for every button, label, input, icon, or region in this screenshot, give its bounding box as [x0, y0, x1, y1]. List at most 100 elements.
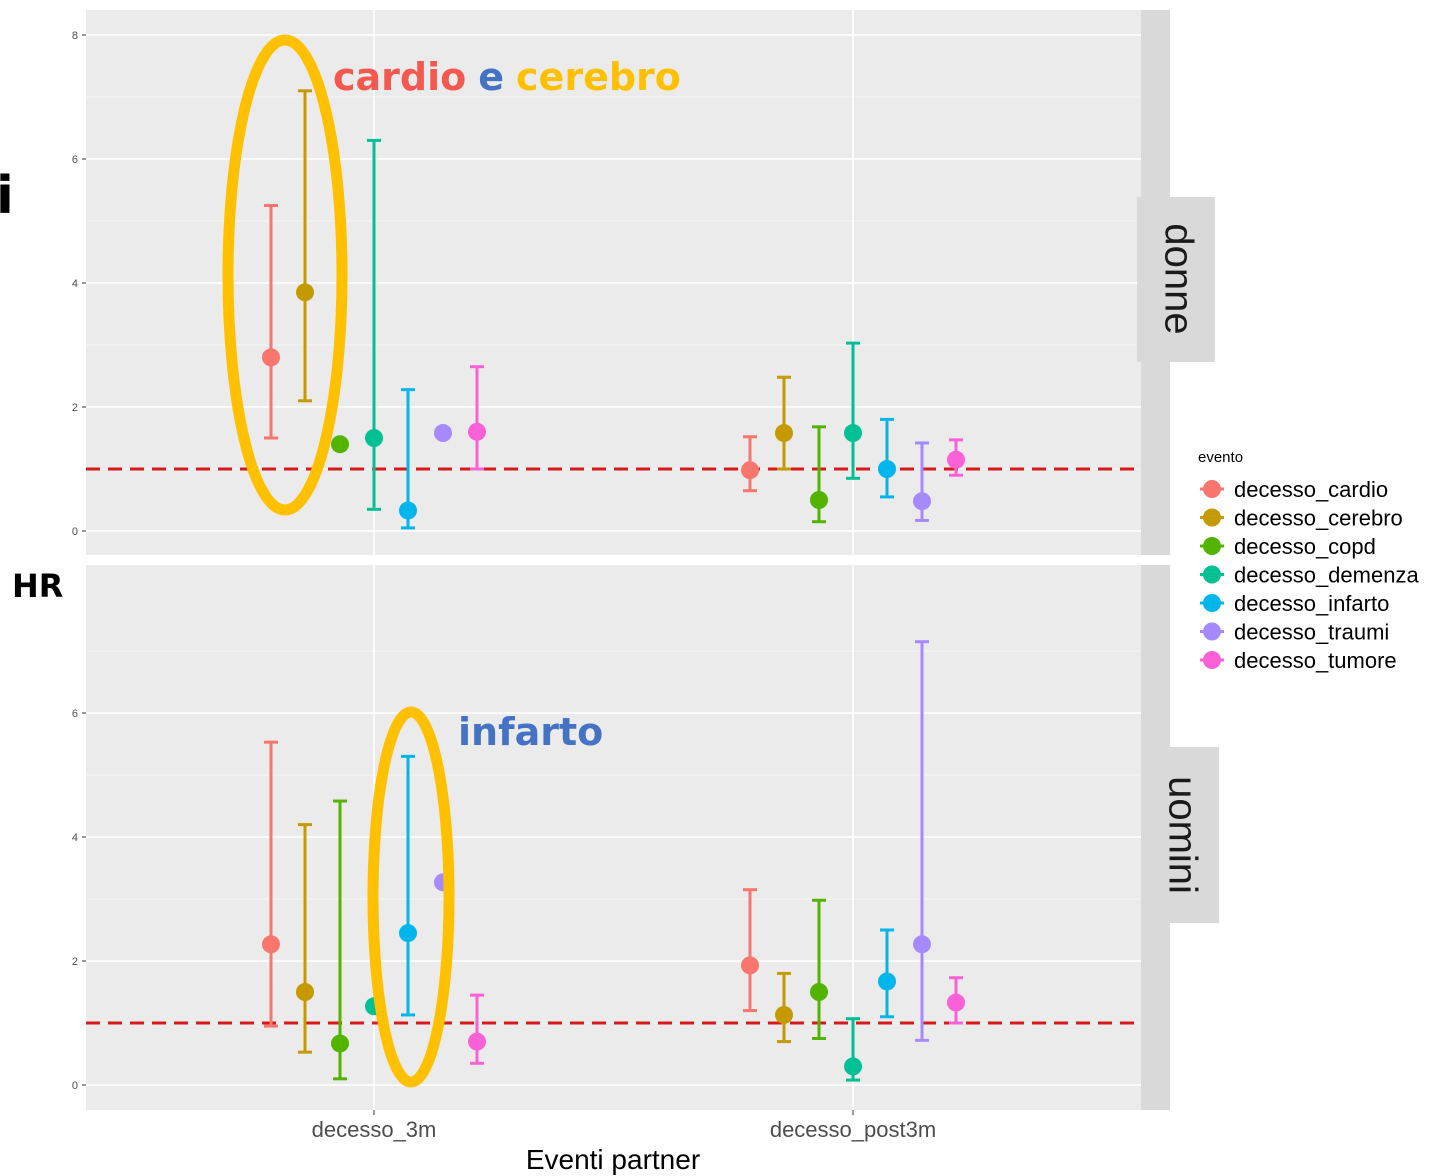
- y-tick-label: 4: [72, 278, 78, 290]
- point-marker: [775, 424, 793, 443]
- annotation-infarto: infarto: [458, 710, 603, 754]
- point-decesso_copd-decesso_post3m: [810, 898, 828, 1040]
- point-decesso_cerebro-decesso_post3m: [775, 971, 793, 1044]
- x-axis: decesso_3m decesso_post3m Eventi partner: [312, 1110, 936, 1175]
- legend-item-decesso_cardio: decesso_cardio: [1200, 477, 1388, 502]
- point-marker: [947, 450, 965, 469]
- hr-label: HR: [12, 567, 63, 605]
- legend-label: decesso_tumore: [1234, 648, 1397, 673]
- point-marker: [331, 435, 349, 454]
- y-tick-label: 2: [72, 956, 78, 968]
- legend: evento decesso_cardio decesso_cerebrodeces…: [1198, 449, 1419, 673]
- point-marker: [913, 492, 931, 511]
- point-marker: [468, 1032, 486, 1051]
- point-marker: [296, 983, 314, 1001]
- point-marker: [434, 424, 452, 443]
- point-decesso_cardio-decesso_3m: [262, 740, 280, 1028]
- point-decesso_copd-decesso_post3m: [810, 425, 828, 524]
- point-decesso_demenza-decesso_3m: [365, 138, 383, 511]
- y-tick-label: 6: [72, 154, 78, 166]
- point-decesso_traumi-decesso_post3m: [913, 441, 931, 522]
- legend-label: decesso_traumi: [1234, 620, 1389, 645]
- point-marker: [741, 461, 759, 480]
- point-marker: [399, 501, 417, 520]
- point-decesso_cerebro-decesso_3m: [296, 89, 314, 403]
- point-decesso_cerebro-decesso_3m: [296, 823, 314, 1054]
- point-marker: [365, 429, 383, 447]
- point-decesso_cardio-decesso_post3m: [741, 888, 759, 1013]
- point-decesso_traumi-decesso_post3m: [913, 640, 931, 1042]
- y-tick-label: 6: [72, 708, 78, 720]
- point-marker: [399, 924, 417, 943]
- legend-key-dot: [1203, 622, 1221, 641]
- point-marker: [810, 491, 828, 509]
- x-tick-label: decesso_3m: [312, 1117, 437, 1142]
- legend-item-decesso_demenza: decesso_demenza: [1200, 563, 1419, 588]
- legend-label: decesso_copd: [1234, 534, 1376, 559]
- y-tick-label: 4: [72, 832, 78, 844]
- legend-title: evento: [1198, 449, 1243, 466]
- point-marker: [913, 935, 931, 954]
- point-decesso_infarto-decesso_post3m: [878, 417, 896, 499]
- legend-item-decesso_infarto: decesso_infarto: [1200, 591, 1389, 616]
- x-tick-label: decesso_post3m: [770, 1117, 936, 1142]
- legend-key-dot: [1203, 508, 1221, 527]
- annotation-word-e: e: [478, 55, 504, 99]
- y-tick-label: 0: [72, 526, 78, 538]
- legend-label: decesso_cardio: [1234, 477, 1388, 502]
- legend-item-decesso_copd: decesso_copd: [1200, 534, 1376, 559]
- point-decesso_infarto-decesso_post3m: [878, 928, 896, 1019]
- point-marker: [741, 956, 759, 975]
- legend-key-dot: [1203, 537, 1221, 555]
- facet-strip-label: donne: [1156, 223, 1200, 334]
- point-marker: [878, 460, 896, 478]
- label-backdrop: [0, 555, 86, 620]
- point-marker: [262, 348, 280, 367]
- point-decesso_copd-decesso_3m: [331, 435, 349, 454]
- legend-label: decesso_infarto: [1234, 591, 1389, 616]
- annotation-cardio-e-cerebro: cardio e cerebro: [333, 55, 681, 99]
- point-decesso_demenza-decesso_post3m: [844, 341, 862, 480]
- y-tick-label: 2: [72, 402, 78, 414]
- point-marker: [296, 283, 314, 302]
- point-decesso_tumore-decesso_post3m: [947, 438, 965, 477]
- point-decesso_cardio-decesso_3m: [262, 204, 280, 440]
- legend-item-decesso_cerebro: decesso_cerebro: [1200, 506, 1403, 531]
- point-marker: [844, 1057, 862, 1076]
- point-marker: [331, 1034, 349, 1053]
- panel-uomini: 0 2 4 6 uomini: [72, 565, 1219, 1110]
- panel-donne: 0 2 4 6 8 donne: [72, 10, 1215, 555]
- highlight-ellipse-infarto: [367, 706, 455, 1088]
- point-decesso_cerebro-decesso_post3m: [775, 375, 793, 471]
- point-decesso_tumore-decesso_post3m: [947, 976, 965, 1025]
- point-marker: [468, 422, 486, 441]
- legend-item-decesso_tumore: decesso_tumore: [1200, 648, 1397, 673]
- x-axis-title: Eventi partner: [526, 1144, 700, 1175]
- point-marker: [262, 935, 280, 954]
- legend-label: decesso_demenza: [1234, 563, 1419, 588]
- legend-item-decesso_traumi: decesso_traumi: [1200, 620, 1389, 645]
- point-decesso_infarto-decesso_3m: [399, 754, 417, 1017]
- point-marker: [947, 993, 965, 1012]
- edge-text-fragment: i: [0, 166, 14, 226]
- legend-key-dot: [1203, 480, 1221, 498]
- y-tick-label: 0: [72, 1080, 78, 1092]
- point-marker: [844, 424, 862, 443]
- point-marker: [810, 983, 828, 1001]
- facet-strip-box: [1137, 197, 1215, 362]
- point-marker: [878, 972, 896, 991]
- point-decesso_tumore-decesso_3m: [468, 365, 486, 471]
- point-decesso_tumore-decesso_3m: [468, 993, 486, 1065]
- point-marker: [775, 1005, 793, 1024]
- y-tick-label: 8: [72, 30, 78, 42]
- point-decesso_copd-decesso_3m: [331, 799, 349, 1081]
- legend-key-dot: [1203, 651, 1221, 669]
- annotation-layer: HR i cardio e cerebro infarto: [0, 34, 681, 1088]
- annotation-word-cardio: cardio: [333, 55, 466, 99]
- facet-strip-box: [1141, 747, 1219, 923]
- legend-key-dot: [1203, 594, 1221, 612]
- annotation-word-cerebro: cerebro: [516, 55, 681, 99]
- point-decesso_cardio-decesso_post3m: [741, 435, 759, 493]
- point-decesso_infarto-decesso_3m: [399, 388, 417, 530]
